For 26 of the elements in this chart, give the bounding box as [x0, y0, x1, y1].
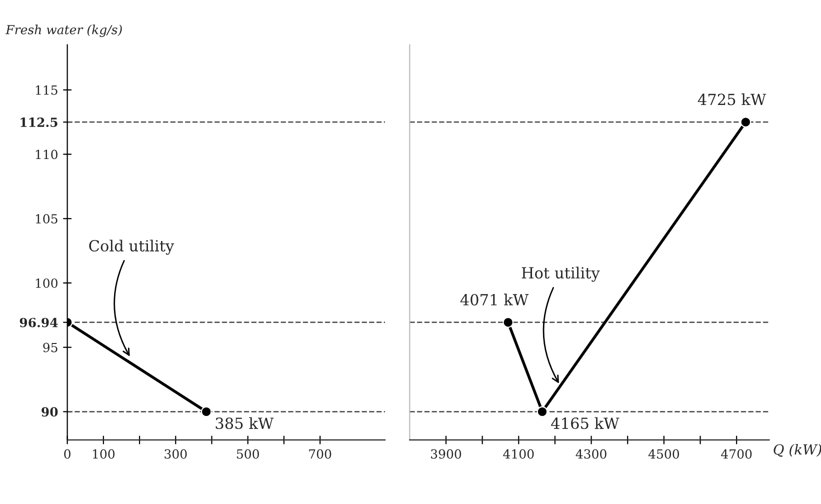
- y-tick-label: 105: [36, 214, 58, 224]
- y-tick-label: 115: [36, 85, 58, 95]
- y-tick-label: 90: [42, 407, 58, 417]
- y-tick-label: 110: [36, 150, 58, 160]
- x-tick-label: 300: [164, 449, 187, 459]
- y-tick-label: 112.5: [20, 118, 58, 128]
- x-tick-label: 500: [236, 449, 259, 459]
- annotation: 4725 kW: [698, 93, 766, 106]
- x-tick-label: 4100: [503, 449, 534, 459]
- y-tick-label: 95: [43, 342, 58, 352]
- x-tick-label: 0: [64, 449, 70, 459]
- x-tick-label: 100: [93, 449, 115, 459]
- x-tick-label: 3900: [431, 449, 462, 459]
- y-axis-title: Fresh water (kg/s): [5, 24, 122, 37]
- y-tick-label: 96.94: [20, 318, 58, 328]
- annotation: 385 kW: [216, 417, 274, 430]
- x-axis-title: Q (kW): [774, 444, 821, 457]
- x-tick-label: 4500: [648, 449, 680, 459]
- x-tick-label: 4700: [721, 449, 752, 459]
- y-tick-label: 100: [36, 278, 58, 288]
- annotation: 4071 kW: [460, 294, 529, 306]
- annotation: 4165 kW: [551, 417, 620, 430]
- annotation: Cold utility: [89, 240, 174, 255]
- x-tick-label: 700: [309, 449, 332, 459]
- annotation: Hot utility: [522, 266, 600, 282]
- x-tick-label: 4300: [576, 449, 606, 459]
